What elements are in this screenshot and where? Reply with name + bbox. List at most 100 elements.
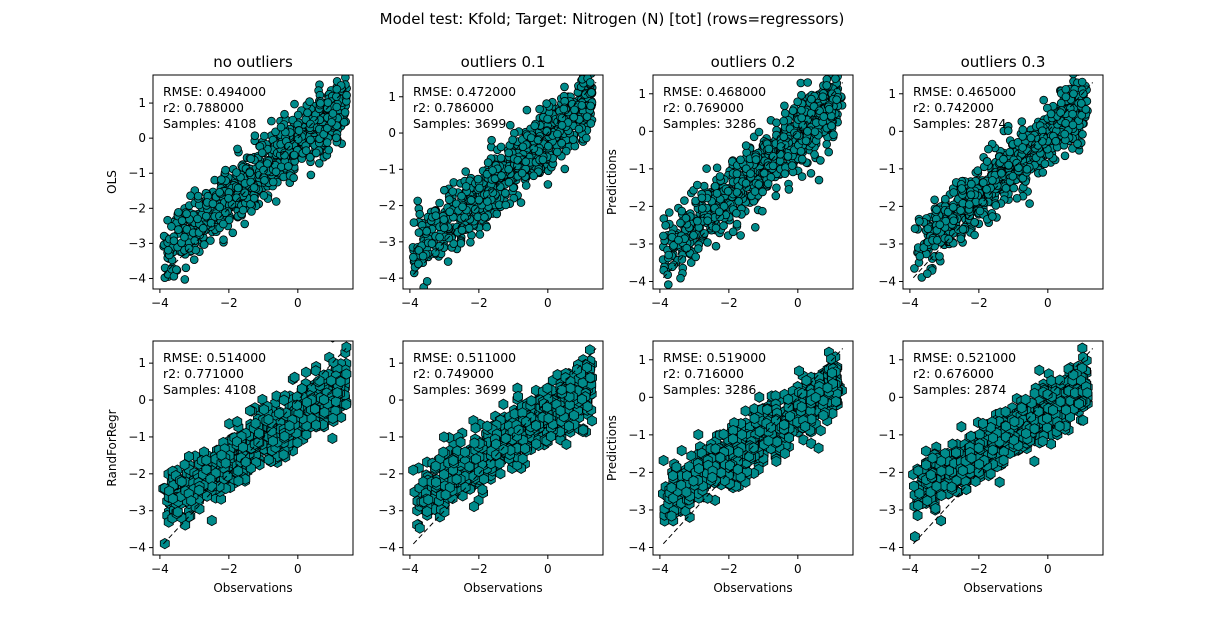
data-point <box>250 131 260 141</box>
data-point <box>268 177 278 187</box>
data-point <box>504 148 514 158</box>
data-point <box>319 394 329 406</box>
data-point <box>560 82 569 92</box>
data-point <box>723 187 733 196</box>
samples-annotation: Samples: 4108 <box>163 116 256 131</box>
y-tick-label: 0 <box>638 124 646 138</box>
data-point <box>758 187 767 197</box>
data-point <box>732 169 742 179</box>
data-point <box>529 171 538 181</box>
data-point <box>669 241 678 250</box>
scatter-points <box>159 75 351 284</box>
axes-frame <box>152 74 354 290</box>
data-point <box>427 239 437 248</box>
data-point <box>783 152 793 161</box>
data-point <box>956 206 965 215</box>
data-point <box>339 118 349 127</box>
data-point <box>249 183 259 192</box>
data-point <box>1008 172 1018 181</box>
data-point <box>457 191 466 201</box>
data-point <box>831 75 840 83</box>
scatter-points <box>658 75 847 289</box>
data-point <box>475 230 485 239</box>
data-point <box>746 169 755 178</box>
data-point <box>793 97 802 107</box>
data-point <box>303 108 312 118</box>
data-point <box>190 236 200 246</box>
r2-annotation: r2: 0.742000 <box>913 100 994 115</box>
data-point <box>184 450 194 463</box>
data-point <box>1068 120 1078 130</box>
data-point <box>584 75 590 76</box>
data-point <box>495 182 505 192</box>
data-point <box>681 213 691 223</box>
data-point <box>260 176 269 185</box>
data-point <box>172 265 181 274</box>
data-point <box>1022 165 1032 174</box>
data-point <box>332 102 342 112</box>
x-tick-label: 0 <box>794 296 802 310</box>
data-point <box>1069 75 1078 79</box>
data-point <box>677 206 686 216</box>
scatter-points <box>910 75 1092 282</box>
identity-line <box>912 82 1094 279</box>
data-point <box>222 470 233 482</box>
data-point <box>1025 199 1034 208</box>
data-point <box>734 197 743 206</box>
data-point <box>932 236 942 245</box>
data-point <box>266 425 277 437</box>
data-point <box>988 176 997 185</box>
data-point <box>408 252 418 262</box>
data-point <box>697 193 707 203</box>
data-point <box>772 118 781 127</box>
data-point <box>741 179 751 188</box>
data-point <box>692 180 702 190</box>
rmse-annotation: RMSE: 0.468000 <box>663 84 766 99</box>
data-point <box>310 403 320 415</box>
data-point <box>697 204 707 213</box>
y-tick-label: −3 <box>128 236 146 250</box>
data-point <box>940 194 950 204</box>
data-point <box>763 179 773 189</box>
data-point <box>444 195 454 204</box>
data-point <box>930 195 939 205</box>
data-point <box>466 238 475 247</box>
data-point <box>1018 125 1028 134</box>
data-point <box>301 396 312 408</box>
data-point <box>815 106 824 115</box>
data-point <box>201 463 212 476</box>
identity-line <box>412 81 597 275</box>
data-point <box>712 163 722 173</box>
data-point <box>305 97 314 106</box>
data-point <box>711 241 721 251</box>
data-point <box>542 127 552 136</box>
data-point <box>311 419 321 431</box>
data-point <box>949 188 958 197</box>
data-point <box>988 212 997 221</box>
data-point <box>167 492 178 505</box>
data-point <box>569 112 579 122</box>
data-point <box>324 145 334 155</box>
identity-line <box>662 82 844 279</box>
y-tick-label: 0 <box>388 126 396 140</box>
y-tick-label: −2 <box>128 467 146 481</box>
data-point <box>667 262 677 272</box>
data-point <box>163 215 172 225</box>
data-point <box>297 383 307 395</box>
data-point <box>772 183 781 193</box>
data-point <box>719 221 728 231</box>
data-point <box>824 147 833 157</box>
data-point <box>736 155 745 165</box>
data-point <box>712 189 722 198</box>
y-tick-label: 0 <box>138 131 146 145</box>
data-point <box>829 130 838 140</box>
data-point <box>750 223 760 232</box>
x-tick-label: −2 <box>470 296 488 310</box>
data-point <box>331 133 341 143</box>
subplot-title: outliers 0.2 <box>711 53 796 71</box>
data-point <box>221 208 230 218</box>
data-point <box>663 280 673 289</box>
data-point <box>430 248 440 258</box>
data-point <box>816 156 825 165</box>
